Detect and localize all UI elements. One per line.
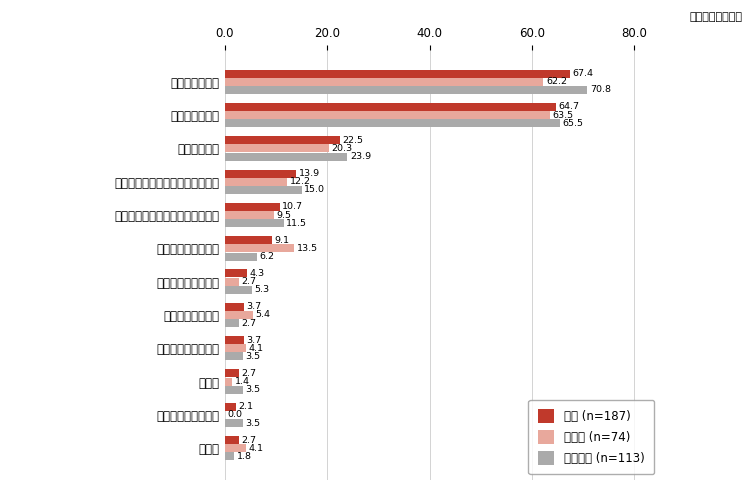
Text: 2.7: 2.7 bbox=[242, 277, 256, 286]
Bar bbox=[225, 278, 238, 285]
Text: 12.2: 12.2 bbox=[290, 177, 311, 186]
Bar bbox=[225, 370, 238, 378]
Text: 15.0: 15.0 bbox=[304, 186, 326, 194]
Bar bbox=[225, 111, 550, 119]
Bar bbox=[225, 70, 570, 78]
Bar bbox=[225, 78, 543, 86]
Text: 2.1: 2.1 bbox=[238, 402, 254, 411]
Bar bbox=[225, 344, 246, 352]
Text: 5.3: 5.3 bbox=[255, 286, 270, 294]
Text: 4.1: 4.1 bbox=[248, 444, 263, 453]
Bar bbox=[225, 336, 244, 344]
Bar bbox=[225, 219, 284, 227]
Text: 63.5: 63.5 bbox=[553, 110, 574, 120]
Text: 23.9: 23.9 bbox=[350, 152, 371, 161]
Bar bbox=[225, 119, 560, 127]
Bar bbox=[225, 178, 287, 186]
Bar bbox=[225, 436, 238, 444]
Text: 20.3: 20.3 bbox=[332, 144, 352, 153]
Legend: 全体 (n=187), 製造業 (n=74), 非製造業 (n=113): 全体 (n=187), 製造業 (n=74), 非製造業 (n=113) bbox=[529, 400, 654, 474]
Bar bbox=[225, 152, 347, 160]
Text: 13.9: 13.9 bbox=[298, 169, 320, 178]
Text: 3.5: 3.5 bbox=[245, 418, 260, 428]
Text: 1.4: 1.4 bbox=[235, 377, 250, 386]
Bar bbox=[225, 103, 556, 111]
Text: 3.5: 3.5 bbox=[245, 352, 260, 361]
Bar bbox=[225, 186, 302, 194]
Text: 22.5: 22.5 bbox=[343, 136, 364, 144]
Text: 9.1: 9.1 bbox=[274, 236, 290, 244]
Text: 0.0: 0.0 bbox=[227, 410, 242, 420]
Text: 10.7: 10.7 bbox=[282, 202, 303, 211]
Text: 70.8: 70.8 bbox=[590, 86, 611, 94]
Text: 11.5: 11.5 bbox=[286, 218, 308, 228]
Bar bbox=[225, 144, 329, 152]
Text: 2.7: 2.7 bbox=[242, 436, 256, 444]
Text: 65.5: 65.5 bbox=[562, 118, 584, 128]
Text: 5.4: 5.4 bbox=[255, 310, 270, 320]
Text: 2.7: 2.7 bbox=[242, 318, 256, 328]
Bar bbox=[225, 319, 238, 327]
Bar bbox=[225, 86, 587, 94]
Bar bbox=[225, 170, 296, 177]
Text: 4.1: 4.1 bbox=[248, 344, 263, 353]
Text: 3.5: 3.5 bbox=[245, 386, 260, 394]
Text: 13.5: 13.5 bbox=[297, 244, 318, 253]
Bar bbox=[225, 444, 246, 452]
Bar bbox=[225, 270, 247, 278]
Text: 1.8: 1.8 bbox=[237, 452, 252, 461]
Bar bbox=[225, 211, 274, 219]
Text: 2.7: 2.7 bbox=[242, 369, 256, 378]
Text: 3.7: 3.7 bbox=[247, 336, 262, 344]
Bar bbox=[225, 311, 253, 319]
Text: 9.5: 9.5 bbox=[276, 210, 291, 220]
Bar bbox=[225, 236, 272, 244]
Bar bbox=[225, 244, 294, 252]
Text: 62.2: 62.2 bbox=[546, 77, 567, 86]
Bar bbox=[225, 286, 252, 294]
Bar bbox=[225, 303, 244, 311]
Text: 64.7: 64.7 bbox=[559, 102, 580, 112]
Bar bbox=[225, 136, 340, 144]
Bar bbox=[225, 419, 243, 427]
Text: 6.2: 6.2 bbox=[260, 252, 274, 261]
Bar bbox=[225, 386, 243, 394]
Text: 3.7: 3.7 bbox=[247, 302, 262, 312]
Bar bbox=[225, 252, 256, 260]
Bar bbox=[225, 352, 243, 360]
Text: 4.3: 4.3 bbox=[250, 269, 265, 278]
Bar bbox=[225, 403, 236, 411]
Bar bbox=[225, 203, 280, 211]
Text: （複数回答、％）: （複数回答、％） bbox=[689, 12, 742, 22]
Bar bbox=[225, 452, 234, 460]
Text: 67.4: 67.4 bbox=[572, 69, 593, 78]
Bar bbox=[225, 378, 232, 386]
